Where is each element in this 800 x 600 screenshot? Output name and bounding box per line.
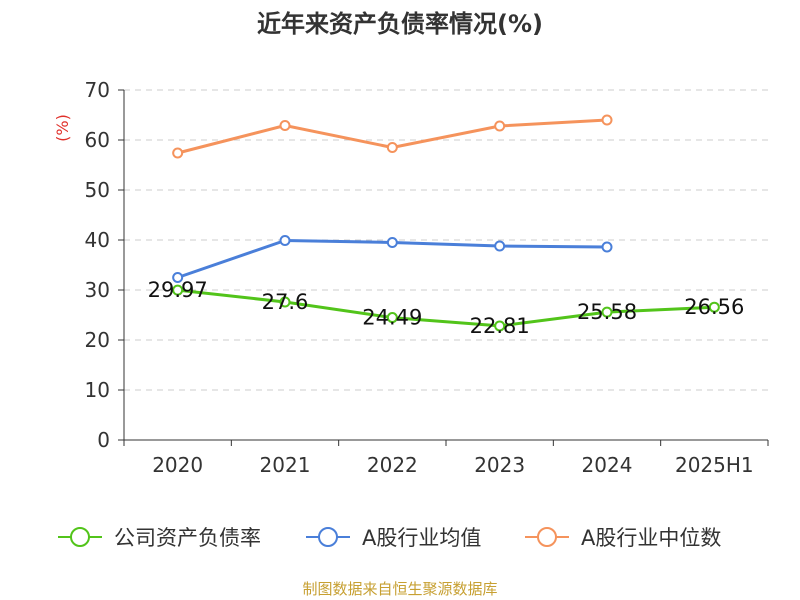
y-tick-label-30: 30 [85, 278, 110, 302]
series-0-point-2021 [279, 296, 291, 308]
series-2-point-2021 [279, 120, 291, 131]
series-1-point-2023 [494, 240, 506, 252]
y-tick-label-50: 50 [85, 178, 110, 202]
y-axis-unit: (%) [53, 114, 72, 142]
series-1-point-2024 [601, 241, 613, 253]
series-0-point-2025H1 [708, 301, 720, 313]
series-1-point-2021 [279, 235, 291, 246]
data-label-2023: 22.81 [470, 314, 530, 338]
x-tick-label-2021: 2021 [260, 453, 311, 477]
series [172, 114, 720, 332]
y-tick-label-40: 40 [85, 228, 110, 252]
x-tick-label-2022: 2022 [367, 453, 418, 477]
series-1-point-2022 [386, 237, 398, 248]
grid [124, 89, 768, 391]
series-2-point-2020 [172, 147, 184, 159]
series-line-0 [177, 288, 715, 328]
x-tick-label-2020: 2020 [152, 453, 203, 477]
y-tick-label-20: 20 [85, 328, 110, 352]
data-label-2021: 27.6 [262, 290, 309, 314]
axes: 0 10 20 30 40 50 60 70 2020 2021 2022 2023 2024 2025H… [85, 78, 769, 477]
data-label-2025H1: 26.56 [684, 295, 744, 319]
legend-label-0: 公司资产负债率 [114, 526, 261, 550]
legend-marker-1 [318, 527, 338, 547]
data-labels: 29.97 27.6 24.49 22.81 25.58 26.56 [148, 278, 745, 338]
series-2-point-2024 [601, 114, 613, 126]
source-note: 制图数据来自恒生聚源数据库 [302, 580, 497, 598]
legend-marker-2 [537, 527, 557, 547]
x-tick-label-2025H1: 2025H1 [675, 453, 754, 477]
y-tick-label-0: 0 [97, 428, 110, 452]
series-2-point-2023 [494, 120, 506, 132]
legend-marker-0 [70, 527, 90, 547]
series-0-point-2020 [172, 284, 184, 296]
legend: 公司资产负债率 A股行业均值 A股行业中位数 [58, 526, 721, 550]
series-0-point-2024 [601, 306, 613, 318]
series-1-point-2020 [172, 272, 184, 283]
y-tick-label-10: 10 [85, 378, 110, 402]
data-label-2022: 24.49 [362, 306, 422, 330]
x-tick-label-2024: 2024 [582, 453, 633, 477]
series-0-point-2023 [494, 320, 506, 332]
x-tick-label-2023: 2023 [474, 453, 525, 477]
series-0-point-2022 [386, 312, 398, 324]
y-tick-label-60: 60 [85, 128, 110, 152]
legend-label-1: A股行业均值 [362, 526, 481, 550]
data-label-2020: 29.97 [148, 278, 208, 302]
y-tick-label-70: 70 [85, 78, 110, 102]
data-label-2024: 25.58 [577, 300, 637, 324]
series-2-point-2022 [386, 142, 398, 153]
chart-title: 近年来资产负债率情况(%) [257, 10, 543, 38]
legend-label-2: A股行业中位数 [581, 526, 721, 550]
